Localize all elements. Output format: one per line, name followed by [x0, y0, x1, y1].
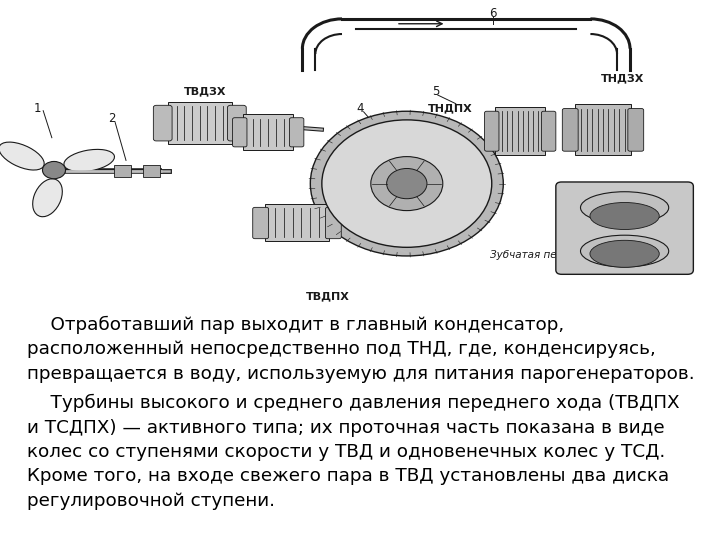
FancyBboxPatch shape — [556, 182, 693, 274]
FancyBboxPatch shape — [485, 111, 499, 151]
Ellipse shape — [64, 150, 114, 172]
Ellipse shape — [580, 235, 669, 267]
Text: 1: 1 — [34, 102, 41, 114]
FancyBboxPatch shape — [562, 109, 578, 151]
Ellipse shape — [0, 142, 44, 170]
FancyBboxPatch shape — [243, 114, 293, 150]
Text: ТСДПХ: ТСДПХ — [256, 119, 299, 129]
Text: 2: 2 — [108, 112, 115, 125]
FancyBboxPatch shape — [233, 118, 247, 147]
Text: ТНДПХ: ТНДПХ — [428, 103, 472, 113]
Ellipse shape — [590, 202, 660, 230]
FancyBboxPatch shape — [168, 102, 232, 144]
Circle shape — [310, 111, 503, 256]
Text: 5: 5 — [432, 85, 439, 98]
FancyBboxPatch shape — [265, 204, 329, 241]
Ellipse shape — [590, 240, 660, 267]
Circle shape — [322, 120, 492, 247]
Bar — [0, 5, 720, 305]
Text: 4: 4 — [356, 102, 364, 114]
Circle shape — [42, 161, 66, 179]
Circle shape — [371, 157, 443, 211]
Text: Конденсатор: Конденсатор — [572, 203, 644, 213]
Text: ТВДЗХ: ТВДЗХ — [184, 87, 227, 97]
FancyBboxPatch shape — [628, 109, 644, 151]
Text: Отработавший пар выходит в главный конденсатор,
расположенный непосредственно по: Отработавший пар выходит в главный конде… — [27, 316, 695, 383]
Text: 6: 6 — [490, 7, 497, 20]
FancyBboxPatch shape — [289, 118, 304, 147]
FancyBboxPatch shape — [575, 104, 631, 155]
Bar — [143, 165, 160, 177]
Text: ТВДПХ: ТВДПХ — [306, 291, 349, 301]
FancyBboxPatch shape — [253, 207, 269, 239]
Circle shape — [387, 168, 427, 199]
FancyBboxPatch shape — [495, 107, 545, 155]
Ellipse shape — [580, 192, 669, 224]
FancyBboxPatch shape — [153, 105, 172, 141]
FancyBboxPatch shape — [325, 207, 341, 239]
Bar — [114, 165, 131, 177]
Text: Турбины высокого и среднего давления переднего хода (ТВДПХ
и ТСДПХ) — активного : Турбины высокого и среднего давления пер… — [27, 394, 680, 510]
Ellipse shape — [32, 179, 63, 217]
Text: ТНДЗХ: ТНДЗХ — [601, 73, 644, 83]
FancyBboxPatch shape — [228, 105, 246, 141]
Text: Зубчатая передача: Зубчатая передача — [490, 250, 595, 260]
Text: 3: 3 — [378, 166, 385, 179]
FancyBboxPatch shape — [541, 111, 556, 151]
